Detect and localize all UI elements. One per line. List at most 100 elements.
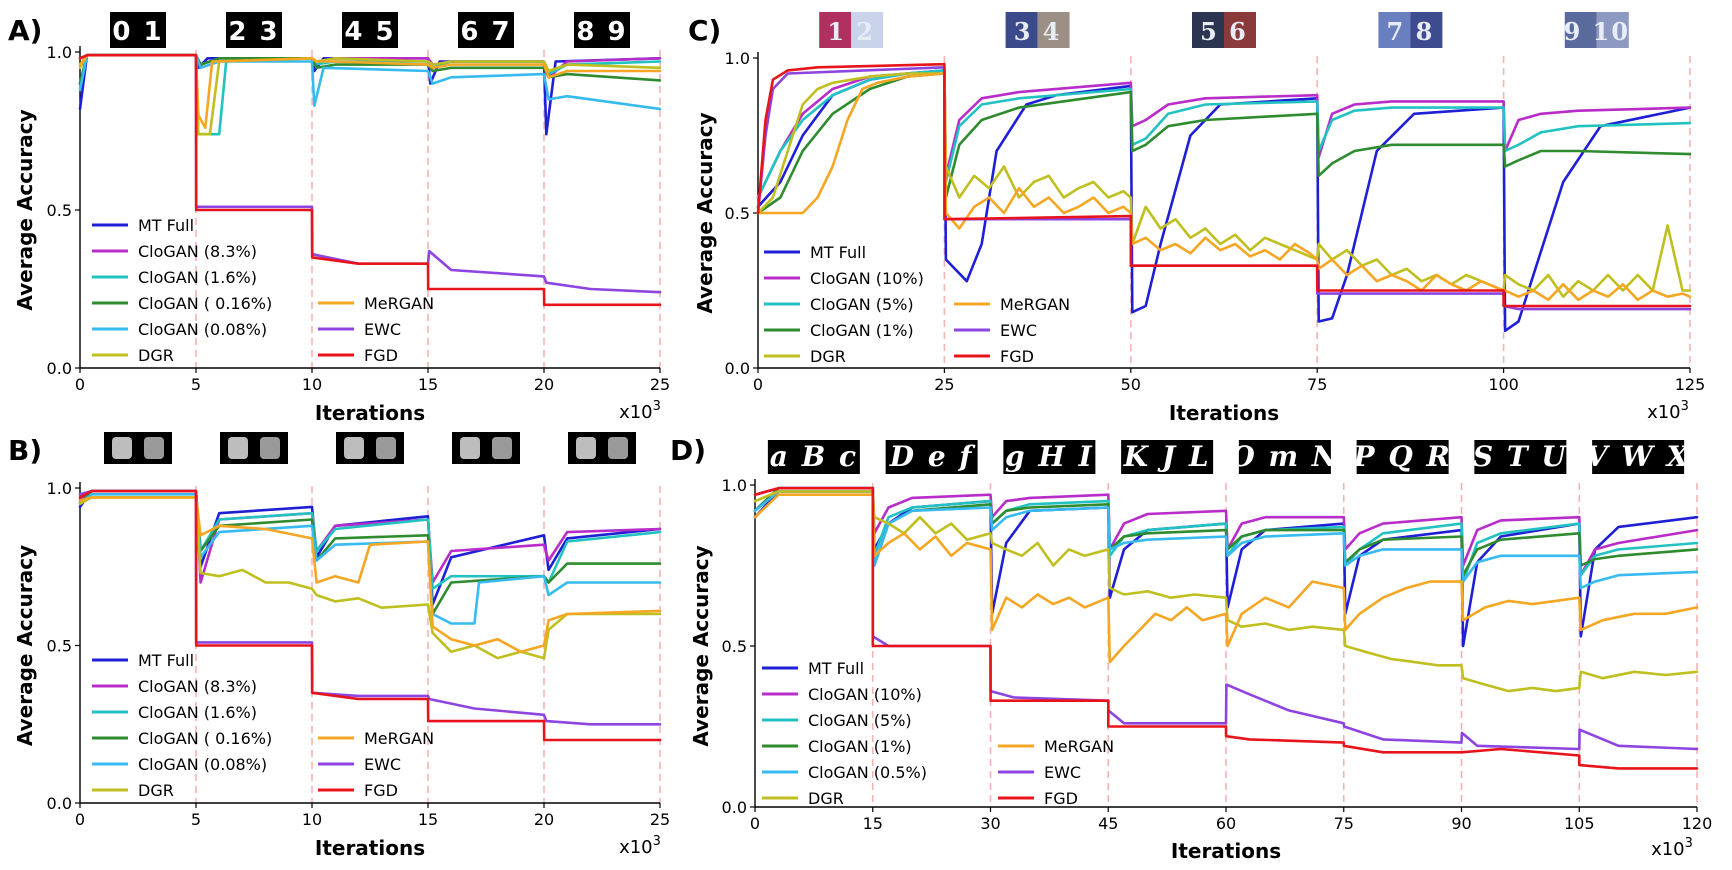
task-label: 1 2 xyxy=(827,17,875,46)
series-line-mt-full xyxy=(756,69,1692,333)
legend-label: MT Full xyxy=(138,651,194,670)
series-line-clogan-5- xyxy=(756,69,1692,199)
legend-label: DGR xyxy=(138,781,174,800)
panel-label: C) xyxy=(688,14,721,47)
x-tick-label: 15 xyxy=(418,375,438,394)
legend: MT Full CloGAN (8.3%) CloGAN (1.6%) CloGAN … xyxy=(92,651,434,800)
legend-label: MT Full xyxy=(138,216,194,235)
task-sample-image xyxy=(1378,12,1411,48)
y-tick-label: 0.0 xyxy=(722,798,747,817)
x-tick-label: 75 xyxy=(1307,375,1327,394)
task-sample-image xyxy=(1121,440,1214,474)
x-tick-label: 30 xyxy=(980,814,1000,833)
y-tick-label: 0.0 xyxy=(725,359,750,378)
legend-label: CloGAN (8.3%) xyxy=(138,242,257,261)
legend-label: MeRGAN xyxy=(1000,295,1070,314)
x-axis-label: Iterations xyxy=(1169,401,1279,425)
legend-label: CloGAN (8.3%) xyxy=(138,677,257,696)
legend-label: CloGAN (1.6%) xyxy=(138,703,257,722)
x-axis-label: Iterations xyxy=(1171,839,1281,863)
legend-label: MT Full xyxy=(808,659,864,678)
series-line-dgr xyxy=(753,490,1699,693)
task-sample-image xyxy=(1224,12,1256,48)
x-tick-label: 125 xyxy=(1675,375,1706,394)
task-label: D e f xyxy=(889,440,977,473)
legend-label: MeRGAN xyxy=(364,729,434,748)
task-label: 4 5 xyxy=(344,17,395,47)
garment-icon xyxy=(228,437,248,459)
legend-label: MeRGAN xyxy=(364,294,434,313)
task-label: 0 1 xyxy=(112,17,163,47)
x-tick-label: 75 xyxy=(1334,814,1354,833)
task-label: g H I xyxy=(1005,440,1094,473)
task-sample-image xyxy=(1238,440,1331,474)
legend-label: CloGAN (0.08%) xyxy=(138,755,267,774)
x-scale-label: x103 xyxy=(619,834,661,858)
legend: MT Full CloGAN (8.3%) CloGAN (1.6%) CloGAN … xyxy=(92,216,434,365)
x-tick-label: 25 xyxy=(650,375,670,394)
legend-label: CloGAN (1%) xyxy=(808,737,912,756)
y-axis-label: Average Accuracy xyxy=(689,545,713,746)
series-line-mergan xyxy=(78,496,662,654)
legend-label: MeRGAN xyxy=(1044,737,1114,756)
task-sample-image xyxy=(574,12,630,48)
legend-label: CloGAN ( 0.16%) xyxy=(138,294,272,313)
task-sample-image xyxy=(1596,12,1629,48)
series-line-mergan xyxy=(756,72,1692,302)
task-label: S T U xyxy=(1473,440,1568,473)
panel-label: A) xyxy=(8,14,42,47)
task-sample-image xyxy=(1037,12,1070,48)
legend-label: CloGAN ( 0.16%) xyxy=(138,729,272,748)
y-tick-label: 1.0 xyxy=(725,49,750,68)
x-tick-label: 20 xyxy=(534,810,554,829)
series-line-clogan-10- xyxy=(756,69,1692,199)
y-tick-label: 0.0 xyxy=(47,794,72,813)
x-scale-exponent: 3 xyxy=(653,834,661,849)
panel-label: B) xyxy=(8,434,42,467)
series-line-mergan xyxy=(753,493,1699,664)
task-label: 2 3 xyxy=(228,17,279,47)
task-sample-image xyxy=(819,12,852,48)
task-sample-image xyxy=(110,12,166,48)
x-tick-label: 10 xyxy=(302,810,322,829)
x-scale-label: x103 xyxy=(1647,399,1689,423)
task-label: O m N xyxy=(1230,440,1339,473)
y-tick-label: 1.0 xyxy=(47,479,72,498)
panel-c: C) 1 2 3 4 5 6 7 8 9 10 0.0 0.5 1.0 0 25 50 75 100 125… xyxy=(688,12,1705,425)
y-tick-label: 0.0 xyxy=(47,359,72,378)
x-tick-label: 25 xyxy=(650,810,670,829)
x-tick-label: 0 xyxy=(750,814,760,833)
y-tick-label: 0.5 xyxy=(47,201,72,220)
x-tick-label: 5 xyxy=(191,375,201,394)
garment-icon xyxy=(112,437,132,459)
panel-label: D) xyxy=(670,434,706,467)
x-tick-label: 100 xyxy=(1488,375,1519,394)
x-tick-label: 50 xyxy=(1121,375,1141,394)
task-label: 7 8 xyxy=(1387,17,1435,46)
x-scale-exponent: 3 xyxy=(1681,399,1689,414)
series-line-clogan-1-6- xyxy=(78,489,662,591)
legend-label: CloGAN (0.5%) xyxy=(808,763,927,782)
series-line-clogan-0-5- xyxy=(753,490,1699,590)
y-axis-label: Average Accuracy xyxy=(693,112,717,313)
panel-d: D) a B c D e f g H I K J L O m N P Q R S T U V W… xyxy=(670,434,1712,863)
x-tick-label: 45 xyxy=(1098,814,1118,833)
y-tick-label: 0.5 xyxy=(722,637,747,656)
garment-icon xyxy=(344,437,364,459)
series-line-dgr xyxy=(756,72,1692,299)
x-tick-label: 15 xyxy=(418,810,438,829)
task-sample-image xyxy=(458,12,514,48)
y-tick-label: 1.0 xyxy=(47,43,72,62)
series-line-mt-full xyxy=(78,53,662,136)
series-line-fgd xyxy=(78,489,662,742)
task-label: 3 4 xyxy=(1014,17,1062,46)
task-sample-image xyxy=(1474,440,1567,474)
y-tick-label: 1.0 xyxy=(722,476,747,495)
x-scale-label: x103 xyxy=(619,399,661,423)
x-axis-label: Iterations xyxy=(315,836,425,860)
task-sample-image xyxy=(342,12,398,48)
garment-icon xyxy=(376,437,396,459)
x-tick-label: 0 xyxy=(75,375,85,394)
x-tick-label: 25 xyxy=(934,375,954,394)
task-label: K J L xyxy=(1123,440,1211,473)
